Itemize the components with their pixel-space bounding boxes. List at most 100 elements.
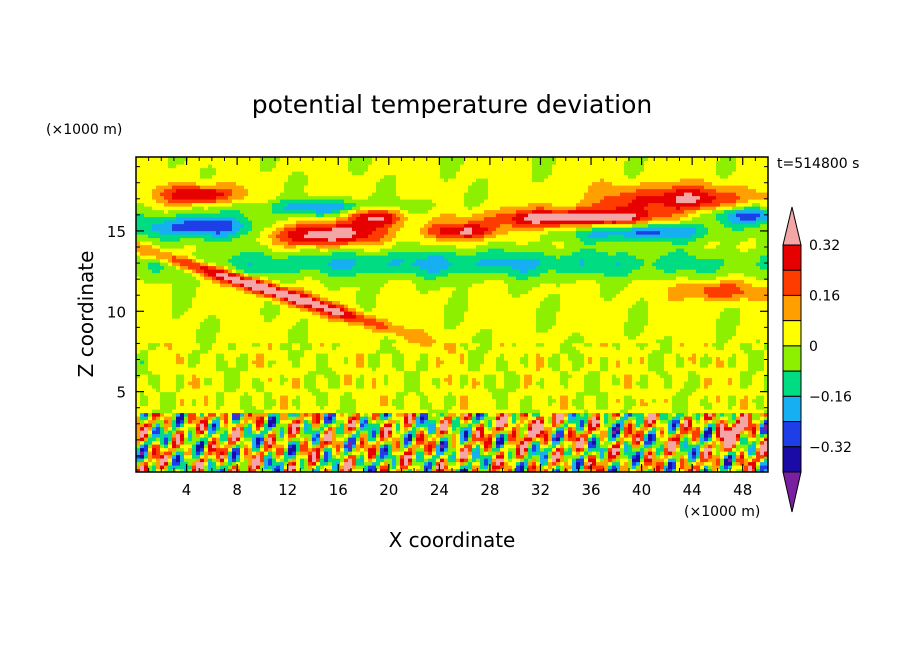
contour-cell <box>268 405 273 410</box>
contour-cell <box>756 409 761 414</box>
contour-cell <box>644 402 649 407</box>
contour-cell <box>428 409 433 414</box>
contour-cell <box>692 451 697 456</box>
contour-cell <box>372 398 377 403</box>
contour-cell <box>352 437 357 442</box>
contour-cell <box>380 454 385 459</box>
contour-cell <box>640 458 645 463</box>
contour-cell <box>596 409 601 414</box>
contour-cell <box>616 409 621 414</box>
contour-cell <box>456 461 461 466</box>
contour-cell <box>280 402 285 407</box>
contour-cell <box>440 458 445 463</box>
contour-cell <box>632 367 637 372</box>
contour-cell <box>180 360 185 365</box>
contour-cell <box>448 370 453 375</box>
contour-cell <box>392 437 397 442</box>
contour-cell <box>764 377 768 382</box>
contour-cell <box>484 412 489 417</box>
contour-cell <box>380 458 385 463</box>
contour-cell <box>340 384 345 389</box>
contour-cell <box>272 398 277 403</box>
contour-cell <box>724 423 729 428</box>
contour-cell <box>400 381 405 386</box>
contour-cell <box>264 405 269 410</box>
contour-cell <box>260 388 265 393</box>
contour-cell <box>384 409 389 414</box>
contour-cell <box>592 440 597 445</box>
contour-cell <box>424 374 429 379</box>
contour-cell <box>384 412 389 417</box>
contour-cell <box>332 433 337 438</box>
contour-cell <box>192 437 197 442</box>
contour-cell <box>440 381 445 386</box>
contour-cell <box>624 451 629 456</box>
contour-cell <box>488 426 493 431</box>
contour-cell <box>560 391 565 396</box>
contour-cell <box>248 370 253 375</box>
contour-cell <box>456 384 461 389</box>
contour-cell <box>548 412 553 417</box>
contour-cell <box>724 402 729 407</box>
contour-cell <box>156 381 161 386</box>
contour-cell <box>752 388 757 393</box>
contour-cell <box>276 412 281 417</box>
contour-cell <box>160 377 165 382</box>
contour-cell <box>504 430 509 435</box>
contour-cell <box>172 419 177 424</box>
contour-cell <box>748 468 753 472</box>
contour-cell <box>544 426 549 431</box>
contour-cell <box>620 416 625 421</box>
contour-cell <box>316 412 321 417</box>
contour-cell <box>220 440 225 445</box>
contour-cell <box>284 461 289 466</box>
contour-cell <box>372 367 377 372</box>
contour-cell <box>356 391 361 396</box>
contour-cell <box>604 433 609 438</box>
contour-cell <box>204 440 209 445</box>
contour-cell <box>664 437 669 442</box>
contour-cell <box>608 419 613 424</box>
contour-cell <box>728 440 733 445</box>
contour-cell <box>684 440 689 445</box>
contour-cell <box>572 370 577 375</box>
contour-cell <box>536 444 541 449</box>
contour-cell <box>392 423 397 428</box>
contour-cell <box>656 395 661 400</box>
contour-cell <box>452 468 457 472</box>
contour-cell <box>408 377 413 382</box>
contour-cell <box>532 461 537 466</box>
contour-cell <box>452 395 457 400</box>
contour-cell <box>136 391 141 396</box>
contour-cell <box>144 363 149 368</box>
contour-cell <box>248 454 253 459</box>
contour-cell <box>696 391 701 396</box>
contour-cell <box>712 405 717 410</box>
contour-cell <box>216 363 221 368</box>
contour-cell <box>140 465 145 470</box>
contour-cell <box>284 384 289 389</box>
contour-cell <box>568 430 573 435</box>
contour-cell <box>200 391 205 396</box>
contour-cell <box>608 444 613 449</box>
contour-cell <box>764 370 768 375</box>
contour-cell <box>756 363 761 368</box>
contour-cell <box>712 440 717 445</box>
contour-cell <box>540 370 545 375</box>
contour-cell <box>264 465 269 470</box>
contour-cell <box>164 391 169 396</box>
contour-cell <box>760 384 765 389</box>
contour-cell <box>692 377 697 382</box>
contour-cell <box>756 374 761 379</box>
contour-cell <box>172 433 177 438</box>
contour-cell <box>632 468 637 472</box>
contour-cell <box>284 430 289 435</box>
contour-cell <box>168 444 173 449</box>
contour-cell <box>140 398 145 403</box>
contour-cell <box>288 437 293 442</box>
contour-cell <box>456 402 461 407</box>
contour-cell <box>328 384 333 389</box>
contour-cell <box>628 461 633 466</box>
contour-cell <box>648 391 653 396</box>
contour-cell <box>460 444 465 449</box>
